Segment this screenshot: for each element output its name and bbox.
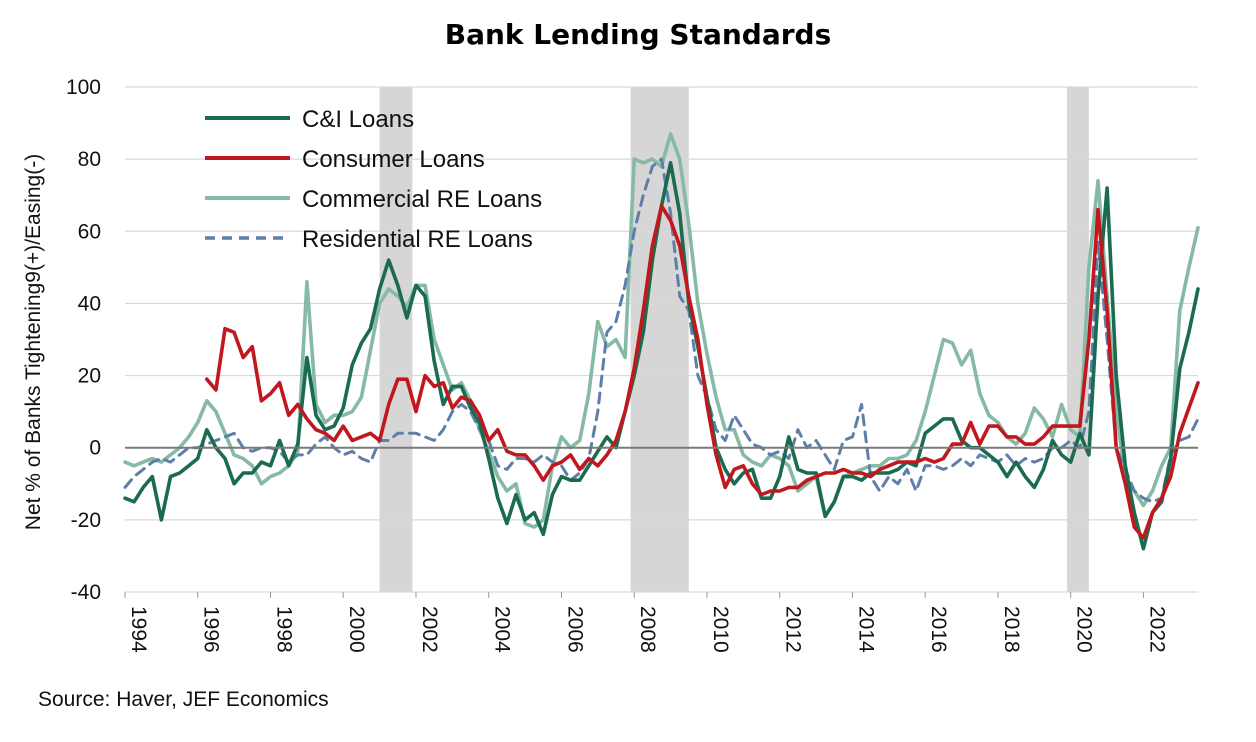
y-tick-label: 100 [66, 76, 101, 99]
chart-title: Bank Lending Standards [444, 18, 832, 51]
x-tick-label: 2010 [709, 606, 732, 653]
recession-band [1067, 87, 1089, 592]
x-tick-label: 2018 [1000, 606, 1023, 653]
x-tick-label: 1998 [272, 606, 295, 653]
legend-label: C&I Loans [302, 106, 414, 133]
x-tick-label: 2004 [491, 606, 514, 653]
x-tick-label: 1994 [127, 606, 150, 653]
x-tick-label: 2000 [345, 606, 368, 653]
x-tick-label: 2014 [854, 606, 877, 653]
y-tick-label: 20 [78, 365, 101, 388]
x-tick-label: 2008 [636, 606, 659, 653]
source-note: Source: Haver, JEF Economics [38, 688, 329, 711]
y-axis-title: Net % of Banks Tightening9(+)/Easing(-) [22, 154, 45, 530]
recession-band [379, 87, 413, 592]
legend: C&I Loans Consumer Loans Commercial RE Loa… [205, 106, 542, 253]
series-line-consumer-loans [205, 204, 1200, 540]
x-tick-label: 2012 [782, 606, 805, 653]
y-tick-label: -40 [71, 581, 101, 604]
x-tick-label: 1996 [200, 606, 223, 653]
x-tick-label: 2022 [1145, 606, 1168, 653]
y-tick-label: 80 [78, 148, 101, 171]
y-tick-label: 0 [89, 437, 101, 460]
recession-bands [379, 87, 1089, 592]
x-tick-label: 2006 [563, 606, 586, 653]
y-tick-label: 40 [78, 292, 101, 315]
axes: -40 -20 0 20 40 60 80 100 1994 1996 1998 2000 2002 20… [66, 76, 1198, 653]
legend-label: Residential RE Loans [302, 226, 533, 253]
legend-label: Consumer Loans [302, 146, 485, 173]
y-tick-label: -20 [71, 509, 101, 532]
legend-label: Commercial RE Loans [302, 186, 542, 213]
x-tick-label: 2020 [1073, 606, 1096, 653]
y-tick-label: 60 [78, 220, 101, 243]
series-lines [123, 132, 1200, 551]
series-line-residential-re-loans [123, 157, 1200, 504]
x-tick-label: 2002 [418, 606, 441, 653]
x-tick-label: 2016 [927, 606, 950, 653]
